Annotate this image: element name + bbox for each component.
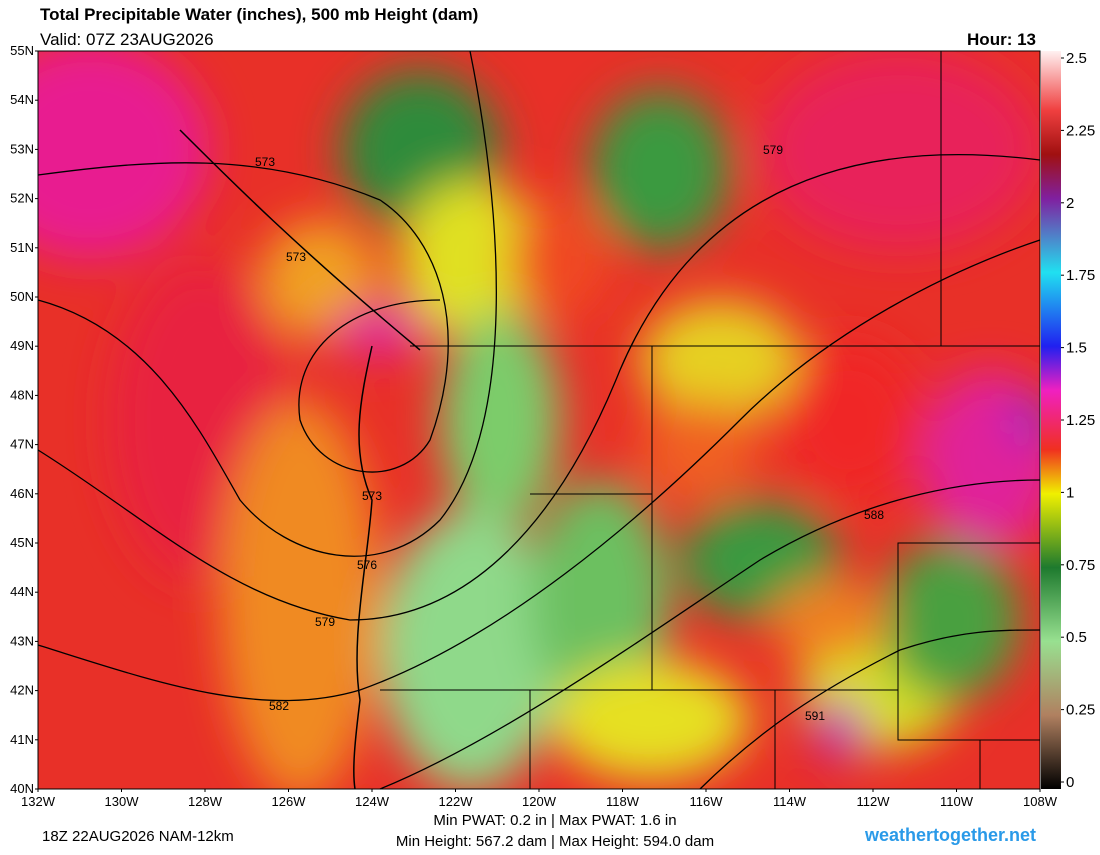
- lat-label: 49N: [10, 338, 34, 353]
- lat-label: 44N: [10, 584, 34, 599]
- colorbar-label: 0.25: [1066, 702, 1095, 719]
- lat-label: 46N: [10, 486, 34, 501]
- lon-label: 116W: [690, 794, 724, 809]
- contour: [37, 50, 497, 557]
- colorbar-label: 2: [1066, 195, 1074, 212]
- contour-label: 579: [763, 143, 783, 157]
- contour: [37, 239, 1041, 702]
- contour-label: 573: [286, 250, 306, 264]
- coastline: [179, 129, 421, 351]
- lat-label: 51N: [10, 240, 34, 255]
- lon-label: 128W: [188, 794, 223, 809]
- lon-label: 130W: [105, 794, 140, 809]
- colorbar-label: 0.75: [1066, 557, 1095, 574]
- lat-label: 47N: [10, 437, 34, 452]
- lon-label: 110W: [940, 794, 974, 809]
- lat-label: 42N: [10, 683, 34, 698]
- colorbar-label: 0.5: [1066, 629, 1087, 646]
- contour: [379, 479, 1041, 790]
- contour-label: 582: [269, 699, 289, 713]
- pwat-range: Min PWAT: 0.2 in | Max PWAT: 1.6 in: [433, 812, 676, 829]
- colorbar-label: 1.5: [1066, 340, 1087, 357]
- contour: [699, 629, 1041, 790]
- pwat-field: [38, 51, 1040, 789]
- state-lines: [380, 51, 1040, 789]
- lat-label: 53N: [10, 141, 34, 156]
- forecast-hour: Hour: 13: [967, 30, 1036, 49]
- contour: [37, 162, 449, 473]
- coastline: [353, 345, 373, 790]
- lon-label: 132W: [21, 794, 56, 809]
- lat-label: 48N: [10, 387, 34, 402]
- colorbar: [1041, 51, 1061, 789]
- lon-label: 124W: [355, 794, 390, 809]
- lat-label: 55N: [10, 43, 34, 58]
- title: Total Precipitable Water (inches), 500 m…: [40, 5, 478, 24]
- lon-label: 122W: [439, 794, 474, 809]
- contour-label: 588: [864, 508, 884, 522]
- lat-label: 45N: [10, 535, 34, 550]
- contour-label: 579: [315, 615, 335, 629]
- colorbar-label: 0: [1066, 774, 1074, 791]
- lat-label: 50N: [10, 289, 34, 304]
- colorbar-label: 1.25: [1066, 412, 1095, 429]
- contour-label: 576: [357, 558, 377, 572]
- colorbar-label: 2.25: [1066, 122, 1095, 139]
- lon-label: 108W: [1023, 794, 1058, 809]
- lon-label: 126W: [272, 794, 307, 809]
- lat-label: 43N: [10, 633, 34, 648]
- colorbar-label: 1: [1066, 484, 1074, 501]
- contour-label: 573: [362, 489, 382, 503]
- lon-label: 120W: [522, 794, 557, 809]
- height-range: Min Height: 567.2 dam | Max Height: 594.…: [396, 833, 714, 850]
- lat-label: 54N: [10, 92, 34, 107]
- site-credit: weathertogether.net: [864, 825, 1036, 845]
- lon-label: 118W: [606, 794, 640, 809]
- lon-label: 112W: [857, 794, 891, 809]
- borders: [179, 51, 1040, 790]
- lat-label: 40N: [10, 781, 34, 796]
- lat-label: 41N: [10, 732, 34, 747]
- lon-label: 114W: [773, 794, 807, 809]
- contour: [37, 154, 1041, 621]
- height-contours: [37, 50, 1041, 790]
- contour-label: 573: [255, 155, 275, 169]
- model-run: 18Z 22AUG2026 NAM-12km: [42, 828, 234, 845]
- colorbar-label: 2.5: [1066, 50, 1087, 67]
- contour-label: 591: [805, 709, 825, 723]
- lat-label: 52N: [10, 191, 34, 206]
- valid-time: Valid: 07Z 23AUG2026: [40, 30, 214, 49]
- colorbar-label: 1.75: [1066, 267, 1095, 284]
